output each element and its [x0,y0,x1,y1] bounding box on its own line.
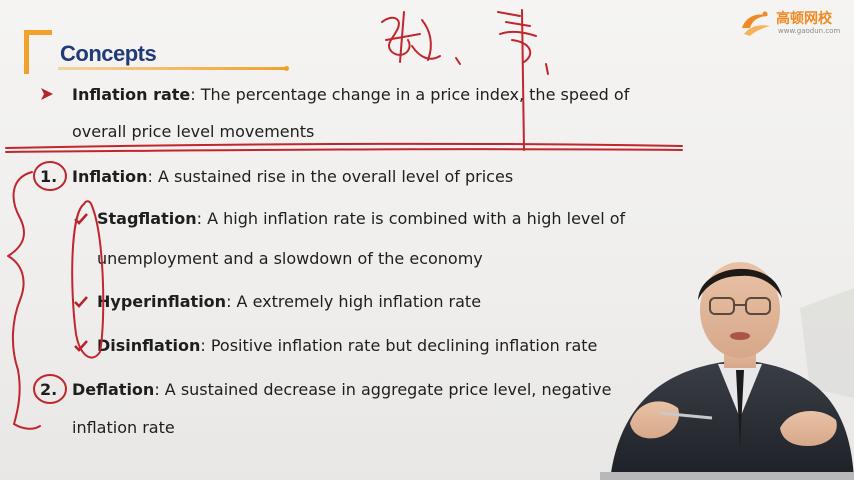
list-number-1: 1. [40,167,58,186]
item-deflation: Deflation: A sustained decrease in aggre… [72,379,611,401]
vertical-ink-line [521,9,525,151]
handwriting-stroke [421,19,432,61]
definition-deflation: : A sustained decrease in aggregate pric… [154,380,612,399]
brand-logo-icon [742,11,770,36]
title-underline-dot [284,66,289,71]
term-hyperinflation: Hyperinflation [97,292,227,311]
title-bracket-decoration [24,30,52,74]
item-stagflation-continued: unemployment and a slowdown of the econo… [97,249,483,268]
list-number-2: 2. [40,380,58,399]
brand-name: 高顿网校 [776,11,832,27]
title-underline [58,67,288,70]
arrow-right-icon [41,88,53,100]
item-stagflation: Stagflation: A high inflation rate is co… [97,208,625,230]
definition-inflation: : A sustained rise in the overall level … [147,167,514,186]
term-stagflation: Stagflation [97,209,197,228]
term-deflation: Deflation [72,380,155,399]
handwriting-stroke [455,57,461,65]
definition-inflation-rate: : The percentage change in a price index… [190,85,630,104]
handwriting-stroke [545,63,549,75]
item-deflation-continued: inflation rate [72,418,175,437]
check-icon [74,296,88,308]
item-inflation-rate: Inflation rate: The percentage change in… [72,84,629,106]
brand-logo: 高顿网校 www.gaodun.com [738,6,846,38]
term-inflation: Inflation [72,167,148,186]
term-disinflation: Disinflation [97,336,201,355]
item-hyperinflation: Hyperinflation: A extremely high inflati… [97,291,481,313]
check-icon [74,213,88,225]
term-inflation-rate: Inflation rate [72,85,191,104]
handwriting-stroke [497,11,537,63]
slide-title: Concepts [60,41,157,66]
item-disinflation: Disinflation: Positive inflation rate bu… [97,335,597,357]
definition-stagflation: : A high inflation rate is combined with… [196,209,626,228]
presenter-video [600,262,854,480]
item-inflation-rate-continued: overall price level movements [72,122,315,141]
definition-hyperinflation: : A extremely high inflation rate [226,292,482,311]
brace-ink [7,171,41,430]
underline-ink [5,148,683,153]
underline-ink [5,142,683,149]
handwriting-stroke [385,11,441,63]
check-icon [74,340,88,352]
brand-url: www.gaodun.com [778,27,841,35]
handwriting-stroke [381,16,411,56]
item-inflation: Inflation: A sustained rise in the overa… [72,166,513,188]
definition-disinflation: : Positive inflation rate but declining … [200,336,598,355]
